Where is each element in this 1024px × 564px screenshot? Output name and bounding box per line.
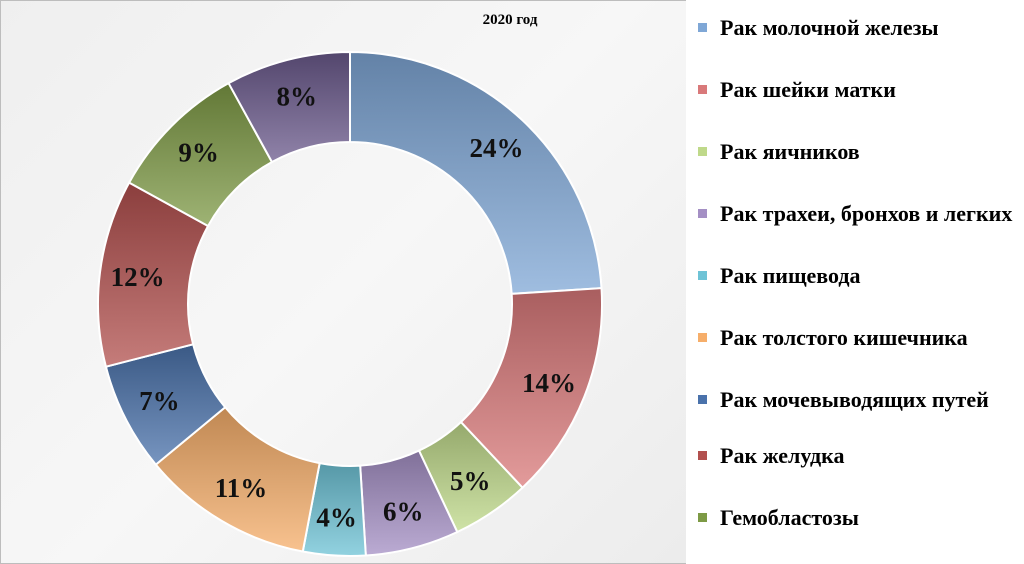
legend-item: Гемобластозы [698, 504, 1018, 531]
legend-swatch [698, 271, 707, 280]
slice-value-label: 6% [383, 496, 424, 526]
legend-item: Рак мочевыводящих путей [698, 386, 1018, 413]
legend-swatch [698, 333, 707, 342]
legend-item: Рак шейки матки [698, 76, 1018, 103]
donut-slice [349, 50, 603, 295]
legend-item: Рак молочной железы [698, 14, 1018, 41]
legend-label: Рак толстого кишечника [720, 325, 968, 350]
donut-slice [227, 50, 351, 164]
legend-item: Рак желудка [698, 442, 1018, 469]
legend-swatch [698, 451, 707, 460]
slice-value-label: 7% [139, 386, 180, 416]
slice-value-label: 4% [316, 503, 357, 533]
donut-chart: 24% 14% 5% 6% 4% 11% 7% 12% 9% 8% [97, 50, 603, 557]
slice-value-label: 12% [111, 262, 165, 292]
legend-label: Рак пищевода [720, 263, 861, 288]
slice-value-label: 5% [450, 466, 491, 496]
legend-label: Рак молочной железы [720, 15, 939, 40]
legend: Рак молочной железы Рак шейки матки Рак яи… [686, 0, 1024, 564]
legend-swatch [698, 23, 707, 32]
legend-item: Рак толстого кишечника [698, 324, 1018, 351]
slice-value-label: 8% [277, 82, 318, 112]
legend-swatch [698, 147, 707, 156]
slice-value-label: 24% [469, 133, 523, 163]
legend-item: Рак пищевода [698, 262, 1018, 289]
legend-label: Рак желудка [720, 443, 845, 468]
legend-item: Рак трахеи, бронхов и легких [698, 200, 1018, 227]
legend-swatch [698, 209, 707, 218]
legend-label: Гемобластозы [720, 505, 859, 530]
legend-label: Рак шейки матки [720, 77, 896, 102]
legend-swatch [698, 85, 707, 94]
legend-item: Рак яичников [698, 138, 1018, 165]
slice-value-label: 9% [178, 138, 219, 168]
legend-label: Рак трахеи, бронхов и легких [720, 201, 1013, 226]
legend-label: Рак яичников [720, 139, 860, 164]
slice-value-label: 14% [522, 368, 576, 398]
slice-value-label: 11% [215, 473, 268, 503]
chart-title: 2020 год [482, 12, 538, 28]
legend-label: Рак мочевыводящих путей [720, 387, 989, 412]
legend-swatch [698, 513, 707, 522]
legend-swatch [698, 395, 707, 404]
